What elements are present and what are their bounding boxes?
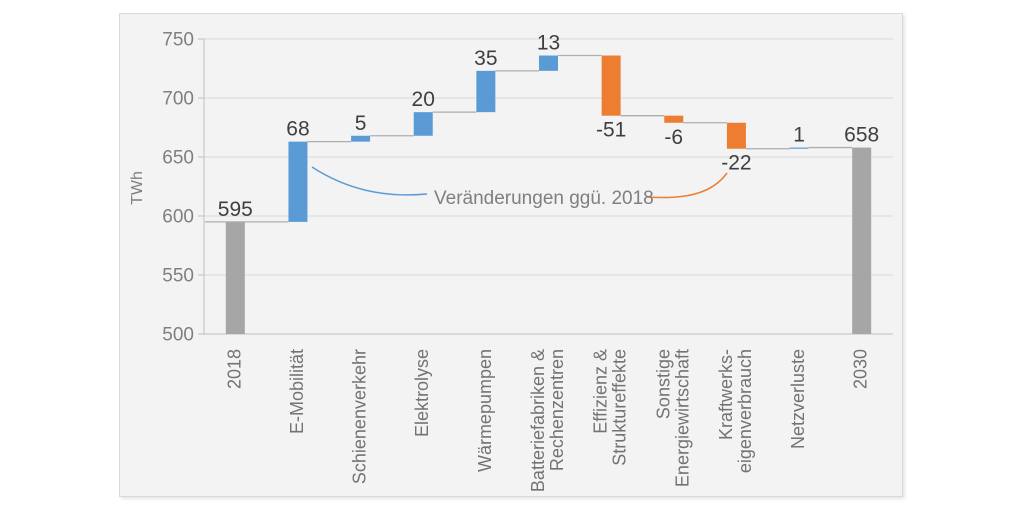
annotation-text: Veränderungen ggü. 2018	[434, 188, 654, 209]
data-label-2030: 658	[844, 124, 879, 147]
bar-schienenverkehr	[351, 135, 371, 142]
y-tick-label: 750	[162, 30, 194, 51]
x-category-label-2030: 2030	[851, 349, 871, 389]
data-label-netzverluste: 1	[793, 124, 805, 147]
chart-panel: 500 550 600 650 700 750 TWh 595 2018 68 E-Mobilitä…	[119, 13, 903, 497]
bar-2018	[225, 221, 245, 334]
x-category-label-2018: 2018	[224, 349, 244, 389]
bar-batteriefabriken-rechenzentren	[539, 55, 558, 71]
x-category-label-netzverluste: Netzverluste	[788, 349, 808, 449]
x-category-label-batteriefabriken-rechenzentren: Rechenzentren	[547, 349, 567, 471]
y-tick-label: 600	[162, 207, 194, 228]
waterfall-chart: 500 550 600 650 700 750 TWh 595 2018 68 E-Mobilitä…	[129, 30, 893, 492]
y-tick-label: 650	[162, 148, 194, 169]
x-category-label-effizienz-struktureffekte: Effizienz &	[591, 349, 611, 434]
x-category-label-effizienz-struktureffekte: Struktureffekte	[610, 349, 630, 466]
x-category-label-e-mobilitaet: E-Mobilität	[287, 349, 307, 434]
data-label-waermepumpen: 35	[474, 47, 497, 70]
annotation-leader-decrease	[646, 172, 728, 199]
bar-kraftwerks-eigenverbrauch	[726, 122, 746, 149]
data-label-elektrolyse: 20	[412, 88, 435, 111]
y-tick-label: 550	[162, 266, 194, 287]
x-category-label-batteriefabriken-rechenzentren: Batteriefabriken &	[528, 349, 548, 492]
x-category-label-sonstige-energiewirtschaft: Sonstige	[653, 349, 673, 419]
data-label-batteriefabriken-rechenzentren: 13	[537, 32, 560, 55]
bar-netzverluste	[789, 147, 809, 149]
bar-waermepumpen	[476, 70, 496, 113]
x-category-label-waermepumpen: Wärmepumpen	[475, 349, 495, 472]
data-label-2018: 595	[218, 198, 253, 221]
x-category-label-kraftwerks-eigenverbrauch: eigenverbrauch	[735, 349, 755, 473]
y-axis-title: TWh	[129, 171, 146, 205]
bar-effizienz-struktureffekte	[601, 55, 621, 116]
data-label-effizienz-struktureffekte: -51	[596, 119, 626, 142]
x-category-label-kraftwerks-eigenverbrauch: Kraftwerks-	[716, 349, 736, 440]
data-label-e-mobilitaet: 68	[286, 118, 309, 141]
x-category-label-schienenverkehr: Schienenverkehr	[350, 349, 370, 484]
bar-2030	[852, 147, 872, 334]
y-tick-label: 700	[162, 89, 194, 110]
x-category-label-sonstige-energiewirtschaft: Energiewirtschaft	[672, 349, 692, 487]
x-category-label-elektrolyse: Elektrolyse	[412, 349, 432, 437]
data-label-sonstige-energiewirtschaft: -6	[664, 126, 683, 149]
annotation-leader-increase	[311, 166, 428, 196]
bar-sonstige-energiewirtschaft	[664, 115, 684, 123]
data-label-kraftwerks-eigenverbrauch: -22	[721, 152, 751, 175]
data-label-schienenverkehr: 5	[355, 112, 367, 135]
bar-elektrolyse	[413, 112, 433, 136]
y-tick-label: 500	[162, 325, 194, 346]
bar-e-mobilitaet	[288, 141, 308, 222]
